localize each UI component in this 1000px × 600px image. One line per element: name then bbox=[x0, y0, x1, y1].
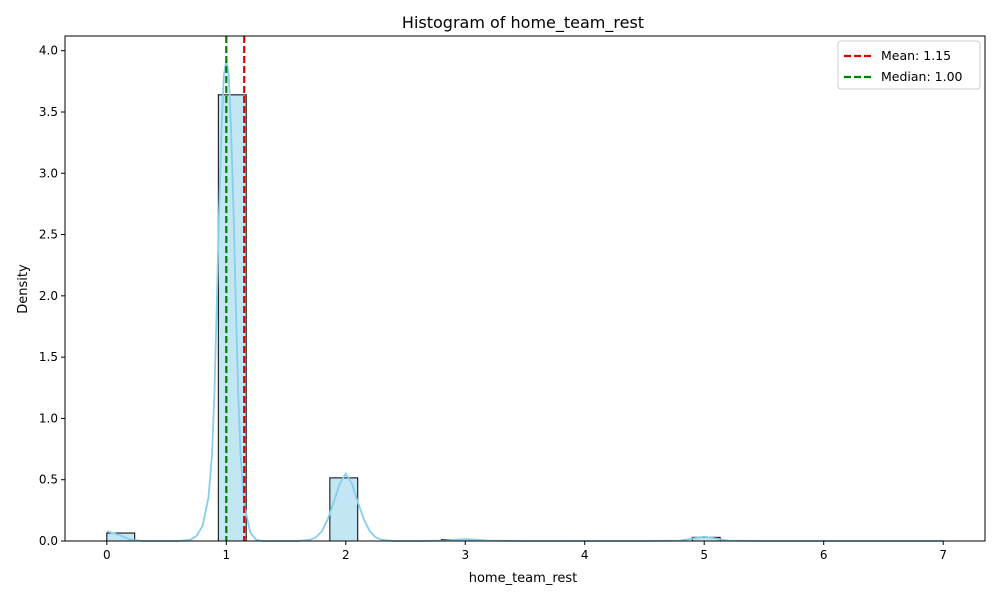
x-tick-label: 5 bbox=[700, 548, 708, 562]
y-tick-label: 0.0 bbox=[39, 534, 58, 548]
x-tick-label: 3 bbox=[461, 548, 469, 562]
y-tick-label: 0.5 bbox=[39, 473, 58, 487]
y-axis: 0.0 0.5 1.0 1.5 2.0 2.5 3.0 3.5 4.0 bbox=[39, 44, 65, 548]
y-tick-label: 3.0 bbox=[39, 166, 58, 180]
x-tick-label: 2 bbox=[342, 548, 350, 562]
x-tick-label: 0 bbox=[103, 548, 111, 562]
y-tick-label: 2.5 bbox=[39, 228, 58, 242]
x-axis-label: home_team_rest bbox=[469, 571, 578, 586]
y-tick-label: 1.0 bbox=[39, 411, 58, 425]
x-tick-label: 6 bbox=[820, 548, 828, 562]
y-tick-label: 4.0 bbox=[39, 44, 58, 58]
legend-mean-label: Mean: 1.15 bbox=[881, 48, 951, 63]
legend: Mean: 1.15 Median: 1.00 bbox=[837, 40, 981, 90]
x-tick-label: 1 bbox=[222, 548, 230, 562]
x-tick-label: 4 bbox=[581, 548, 589, 562]
plot-area bbox=[106, 36, 944, 542]
x-axis: 0 1 2 3 4 5 6 7 bbox=[103, 541, 947, 562]
y-tick-label: 3.5 bbox=[39, 105, 58, 119]
y-tick-label: 2.0 bbox=[39, 289, 58, 303]
x-tick-label: 7 bbox=[939, 548, 947, 562]
y-axis-label: Density bbox=[16, 264, 31, 314]
chart-title: Histogram of home_team_rest bbox=[402, 13, 644, 33]
legend-box bbox=[837, 40, 981, 90]
axes-frame bbox=[64, 35, 986, 542]
legend-median-label: Median: 1.00 bbox=[881, 69, 963, 84]
y-tick-label: 1.5 bbox=[39, 350, 58, 364]
